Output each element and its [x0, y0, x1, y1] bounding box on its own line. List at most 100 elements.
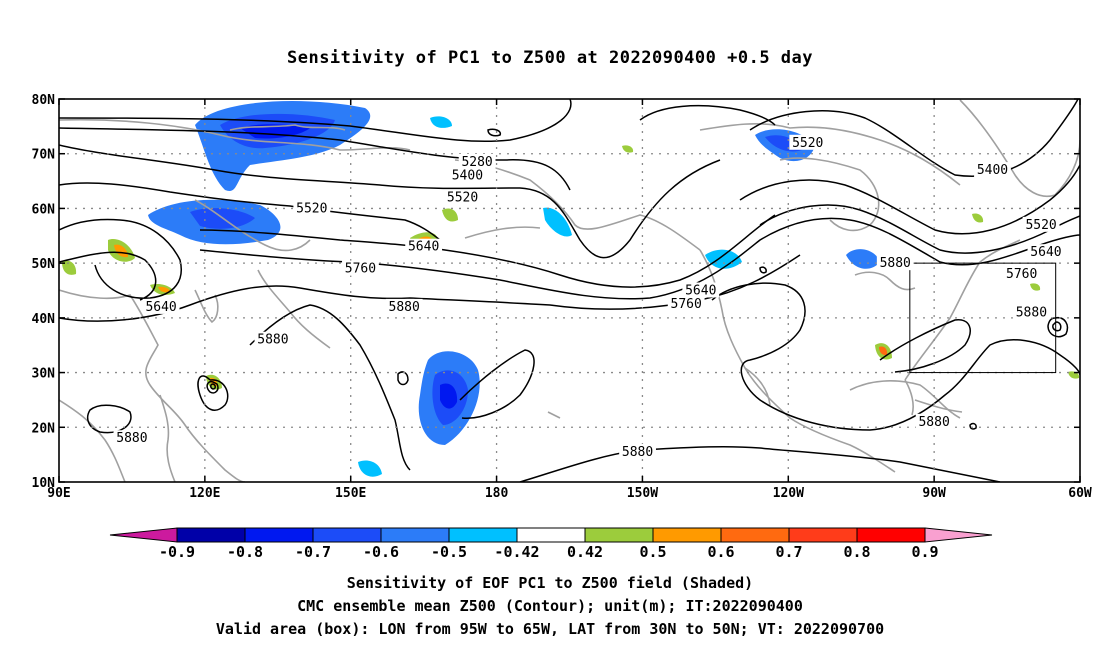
- contour-5880-sw: [87, 404, 132, 434]
- contour-label-bg-17: [1003, 266, 1041, 282]
- contour-5760-a: [59, 251, 157, 301]
- map-frame: [58, 98, 1081, 483]
- contour-label-bg-18: [876, 255, 914, 271]
- coast-indochina: [59, 399, 126, 482]
- contour-5640-b: [199, 214, 776, 288]
- lon-tick-label-0: 90E: [47, 486, 70, 501]
- contour-label-bg-9: [113, 430, 151, 446]
- shade-kamchatka-pos-core: [114, 244, 128, 258]
- contour-label-6: 5640: [145, 300, 176, 315]
- contour-label-bg-10: [619, 443, 656, 459]
- shade-small-green-2: [622, 145, 634, 153]
- contour-small-1: [397, 371, 409, 386]
- colorbar-label-11: 0.9: [911, 543, 938, 561]
- colorbar-right-triangle: [924, 527, 993, 543]
- contour-5880-c: [459, 349, 535, 419]
- coast-aleutians: [464, 226, 541, 239]
- lon-tick-label-1: 120E: [189, 486, 220, 501]
- contour-label-18: 5880: [880, 256, 911, 271]
- contour-label-bg-6: [142, 298, 180, 314]
- contour-5880-d-inner2: [210, 383, 216, 390]
- shade-pacific-core2: [440, 383, 458, 409]
- contour-label-12: 5760: [671, 297, 702, 312]
- shade-small-green-4: [1030, 283, 1041, 291]
- contour-label-bg-8: [254, 331, 292, 347]
- contour-small-2: [759, 266, 767, 274]
- shade-np-small: [430, 116, 452, 128]
- shade-okhotsk-pos-core: [158, 286, 170, 293]
- coast-na-east: [904, 239, 1021, 381]
- lon-tick-label-2: 150E: [335, 486, 366, 501]
- lon-tick-label-4: 150W: [627, 486, 658, 501]
- colorbar: -0.9 -0.8 -0.7 -0.6 -0.5 -0.42 0.42 0.5 0.6 0.7 0.…: [109, 527, 993, 561]
- contour-label-19: 5880: [1016, 305, 1047, 320]
- colorbar-cell-5: [448, 527, 518, 543]
- colorbar-label-2: -0.7: [295, 543, 331, 561]
- coast-japan: [257, 269, 331, 349]
- shade-small-green-3: [972, 213, 984, 223]
- colorbar-cell-9: [720, 527, 790, 543]
- coast-cuba: [914, 399, 963, 413]
- contour-label-5: 5760: [345, 262, 376, 277]
- lat-tick-label-2: 60N: [32, 202, 56, 217]
- contour-5880-na: [711, 282, 1080, 431]
- shade-bc: [705, 249, 742, 269]
- shade-sw-pac: [358, 460, 382, 477]
- contour-5880-inner-na: [879, 319, 971, 373]
- coast-greenland: [959, 99, 1080, 197]
- contour-label-9: 5880: [116, 431, 147, 446]
- coast-hawaii: [547, 411, 561, 419]
- contour-5880-d-inner: [206, 380, 219, 394]
- lat-tick-label-1: 70N: [32, 148, 56, 163]
- colorbar-label-0: -0.9: [159, 543, 195, 561]
- contour-5640-a: [59, 218, 182, 299]
- contour-label-bg-4: [405, 238, 443, 254]
- contour-small-4: [487, 128, 502, 137]
- footer-description: Sensitivity of EOF PC1 to Z500 field (Sh…: [346, 574, 754, 592]
- contour-5280-a: [59, 99, 572, 143]
- shade-small-green-1: [62, 260, 77, 275]
- contour-label-11: 5640: [685, 284, 716, 299]
- coast-florida: [904, 379, 914, 416]
- lon-tick-label-3: 180: [485, 486, 509, 501]
- contour-5880-b: [249, 304, 411, 471]
- contour-label-bg-16: [1027, 244, 1065, 260]
- coast-east-asia: [59, 289, 246, 482]
- colorbar-label-8: 0.6: [707, 543, 734, 561]
- colorbar-cell-11: [856, 527, 926, 543]
- contour-label-7: 5880: [389, 300, 420, 315]
- contour-small-3: [969, 422, 977, 430]
- colorbar-cell-4: [380, 527, 450, 543]
- contour-5400-a: [59, 127, 571, 191]
- coast-baja: [744, 367, 771, 406]
- contour-label-3: 5520: [296, 201, 327, 216]
- shade-alaska-pos: [442, 208, 458, 222]
- chart-title: Sensitivity of PC1 to Z500 at 2022090400…: [286, 48, 813, 68]
- contour-label-bg-1: [449, 167, 486, 183]
- lat-tick-label-6: 20N: [32, 421, 56, 436]
- contour-label-10: 5880: [622, 445, 653, 460]
- lat-tick-label-4: 40N: [32, 312, 56, 327]
- colorbar-label-7: 0.5: [639, 543, 666, 561]
- contour-label-0: 5280: [461, 155, 492, 170]
- colorbar-label-5: -0.42: [494, 543, 539, 561]
- contour-label-4: 5640: [408, 240, 439, 255]
- contour-5520-kam: [59, 182, 441, 241]
- shade-greatlakes: [846, 249, 880, 269]
- colorbar-left-triangle: [109, 527, 178, 543]
- colorbar-label-6: 0.42: [567, 543, 603, 561]
- contour-label-bg-11: [682, 282, 720, 298]
- contour-label-bg-15: [1022, 216, 1060, 232]
- contour-label-20: 5880: [918, 415, 949, 430]
- colorbar-cell-6: [516, 527, 586, 543]
- contour-5520-baffin: [639, 104, 776, 126]
- colorbar-cell-7: [584, 527, 654, 543]
- contour-label-16: 5640: [1030, 245, 1061, 260]
- coast-arctic-ice-left: [229, 124, 346, 131]
- lon-tick-label-7: 60W: [1068, 486, 1092, 501]
- contour-label-bg-12: [667, 296, 705, 312]
- contour-label-bg-20: [915, 413, 953, 429]
- coast-korea: [194, 289, 219, 324]
